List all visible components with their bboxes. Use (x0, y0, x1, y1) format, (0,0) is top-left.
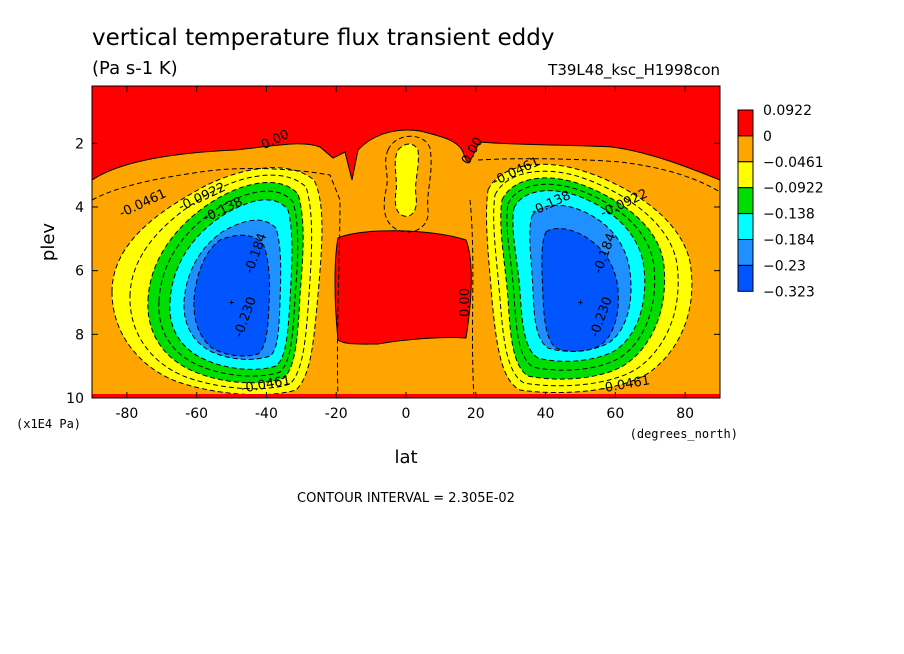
contour-label: 0.00 (458, 288, 473, 317)
y-tick-label: 10 (66, 391, 84, 407)
legend-swatch (737, 213, 754, 241)
x-tick-label: 40 (537, 406, 555, 422)
zero-contours (92, 129, 720, 345)
x-axis-unit: (degrees_north) (630, 427, 738, 441)
x-tick-label: -60 (185, 406, 208, 422)
run-label: T39L48_ksc_H1998con (547, 61, 720, 80)
legend-label: −0.23 (763, 258, 806, 274)
y-tick-label: 6 (75, 264, 84, 280)
legend-swatch (737, 109, 754, 137)
south-cell (112, 167, 322, 395)
north-cell (486, 164, 692, 393)
fill-equatorial-yellow (395, 144, 419, 217)
legend-swatch (737, 239, 754, 266)
x-tick-label: 20 (467, 406, 485, 422)
legend-label: −0.0461 (763, 155, 824, 171)
y-tick-label: 4 (75, 200, 84, 216)
legend-label: 0 (763, 129, 772, 145)
y-axis-label: plev (38, 223, 59, 262)
x-axis: -80 -60 -40 -20 0 20 40 60 80 (115, 86, 694, 422)
contour-interval: CONTOUR INTERVAL = 2.305E-02 (297, 491, 515, 506)
x-tick-label: -80 (115, 406, 138, 422)
y-tick-label: 2 (75, 136, 84, 152)
contour-lines (92, 135, 720, 398)
legend-swatch (737, 161, 754, 189)
fill-upper-red (92, 86, 720, 180)
x-tick-label: 60 (606, 406, 624, 422)
color-legend: 0.0922 0 −0.0461 −0.0922 −0.138 −0.184 −0.23 −0… (737, 103, 824, 300)
legend-label: −0.138 (763, 207, 815, 223)
x-tick-label: -20 (325, 406, 348, 422)
x-tick-label: 80 (676, 406, 694, 422)
x-tick-label: -40 (255, 406, 278, 422)
fill-equatorial-red (335, 230, 472, 345)
x-tick-label: 0 (402, 406, 411, 422)
y-axis-unit: (x1E4 Pa) (16, 417, 81, 431)
minima-markers (229, 300, 583, 305)
legend-label: 0.0922 (763, 103, 812, 119)
legend-swatch (737, 264, 754, 292)
contour-field (92, 86, 720, 398)
x-axis-label: lat (394, 447, 417, 468)
legend-label: −0.0922 (763, 181, 824, 197)
legend-label: −0.184 (763, 233, 815, 249)
y-axis: 2 4 6 8 10 (66, 136, 720, 407)
legend-swatch (737, 135, 754, 163)
units-label: (Pa s-1 K) (92, 58, 178, 79)
legend-swatch (737, 187, 754, 215)
y-tick-label: 8 (75, 327, 84, 343)
legend-label: −0.323 (763, 284, 815, 300)
chart-title: vertical temperature flux transient eddy (92, 25, 554, 51)
